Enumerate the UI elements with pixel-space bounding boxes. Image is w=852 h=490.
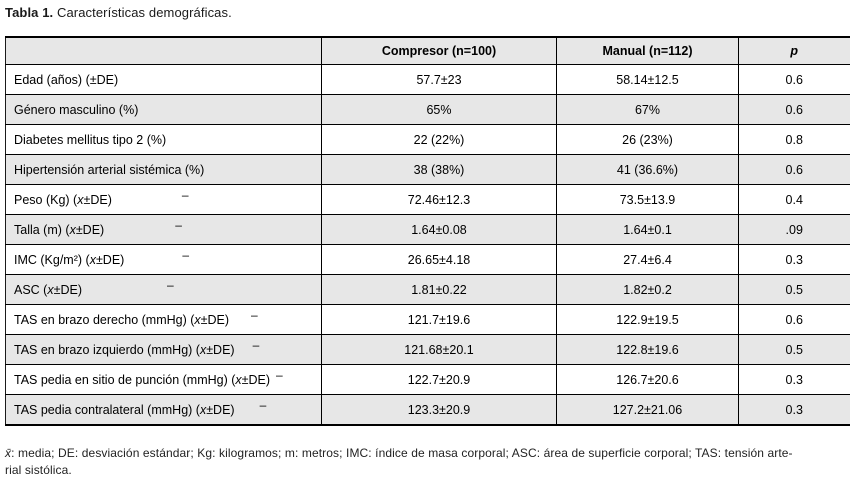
table-row: IMC (Kg/m²) (x±DE) – 26.65±4.18 27.4±6.4 … [5,244,850,275]
cell-manual: 73.5±13.9 [556,184,739,215]
cell-manual: 127.2±21.06 [556,394,739,425]
cell-manual: 126.7±20.6 [556,364,739,395]
macron-dash: – [276,367,283,382]
macron-dash: – [252,337,260,352]
cell-p-value: 0.6 [738,94,850,125]
cell-p-value: 0.3 [738,394,850,425]
macron-dash: – [166,277,174,292]
cell-manual: 41 (36.6%) [556,154,739,185]
cell-p-value: 0.3 [738,244,850,275]
table-caption-number: Tabla 1. [5,5,54,20]
cell-p-value: 0.5 [738,274,850,305]
cell-p-value: .09 [738,214,850,245]
table-caption: Tabla 1. Características demográficas. [0,0,852,20]
cell-p-value: 0.8 [738,124,850,155]
cell-manual: 1.82±0.2 [556,274,739,305]
cell-p-value: 0.3 [738,364,850,395]
x-bar-symbol: x̄ [5,446,12,460]
row-label: Género masculino (%) [5,94,322,125]
cell-p-value: 0.6 [738,64,850,95]
row-label: IMC (Kg/m²) (x±DE) – [5,244,322,275]
cell-compresor: 123.3±20.9 [321,394,557,425]
cell-compresor: 26.65±4.18 [321,244,557,275]
table-row: ASC (x±DE) – 1.81±0.22 1.82±0.2 0.5 [5,274,850,305]
macron-dash: – [175,217,182,232]
row-label: Peso (Kg) (x±DE) – [5,184,322,215]
cell-compresor: 38 (38%) [321,154,557,185]
cell-manual: 58.14±12.5 [556,64,739,95]
cell-compresor: 1.81±0.22 [321,274,557,305]
cell-p-value: 0.5 [738,334,850,365]
row-label: Diabetes mellitus tipo 2 (%) [5,124,322,155]
table-row: TAS pedia contralateral (mmHg) (x±DE) – 1… [5,394,850,425]
table-row: Talla (m) (x±DE) – 1.64±0.08 1.64±0.1 .09 [5,214,850,245]
cell-p-value: 0.6 [738,304,850,335]
table-row: TAS pedia en sitio de punción (mmHg) (x±… [5,364,850,395]
cell-manual: 67% [556,94,739,125]
table-footnote: x̄: media; DE: desviación estándar; Kg: … [5,445,852,480]
cell-p-value: 0.4 [738,184,850,215]
row-label: ASC (x±DE) – [5,274,322,305]
macron-dash: – [181,187,189,202]
header-p-value: p [738,37,850,65]
cell-compresor: 121.7±19.6 [321,304,557,335]
cell-compresor: 121.68±20.1 [321,334,557,365]
row-label: TAS pedia en sitio de punción (mmHg) (x±… [5,364,322,395]
cell-compresor: 65% [321,94,557,125]
cell-compresor: 1.64±0.08 [321,214,557,245]
macron-dash: – [182,247,190,262]
row-label: TAS en brazo derecho (mmHg) (x±DE) – [5,304,322,335]
macron-dash: – [259,397,267,412]
row-label: Edad (años) (±DE) [5,64,322,95]
cell-manual: 26 (23%) [556,124,739,155]
row-label: Talla (m) (x±DE) – [5,214,322,245]
demographics-table: Compresor (n=100) Manual (n=112) p Edad … [5,36,850,426]
header-row: Compresor (n=100) Manual (n=112) p [5,37,850,65]
table-row: Diabetes mellitus tipo 2 (%) 22 (22%) 26… [5,124,850,155]
cell-manual: 122.9±19.5 [556,304,739,335]
header-manual: Manual (n=112) [556,37,739,65]
row-label: Hipertensión arterial sistémica (%) [5,154,322,185]
macron-dash: – [251,307,258,322]
cell-manual: 27.4±6.4 [556,244,739,275]
row-label: TAS en brazo izquierdo (mmHg) (x±DE) – [5,334,322,365]
cell-compresor: 22 (22%) [321,124,557,155]
table-row: Hipertensión arterial sistémica (%) 38 (… [5,154,850,185]
table-row: Peso (Kg) (x±DE) – 72.46±12.3 73.5±13.9 0… [5,184,850,215]
header-empty-cell [5,37,322,65]
footnote-line1: x̄: media; DE: desviación estándar; Kg: … [5,445,852,462]
cell-manual: 122.8±19.6 [556,334,739,365]
cell-compresor: 72.46±12.3 [321,184,557,215]
cell-manual: 1.64±0.1 [556,214,739,245]
table-row: Género masculino (%) 65% 67% 0.6 [5,94,850,125]
table-row: Edad (años) (±DE) 57.7±23 58.14±12.5 0.6 [5,64,850,95]
row-label: TAS pedia contralateral (mmHg) (x±DE) – [5,394,322,425]
table-row: TAS en brazo izquierdo (mmHg) (x±DE) – 12… [5,334,850,365]
footnote-line2: rial sistólica. [5,463,72,478]
cell-compresor: 122.7±20.9 [321,364,557,395]
cell-p-value: 0.6 [738,154,850,185]
table-caption-text: Características demográficas. [53,5,232,20]
cell-compresor: 57.7±23 [321,64,557,95]
header-compresor: Compresor (n=100) [321,37,557,65]
footnote-line1-text: : media; DE: desviación estándar; Kg: ki… [11,446,793,460]
table-row: TAS en brazo derecho (mmHg) (x±DE) – 121.… [5,304,850,335]
